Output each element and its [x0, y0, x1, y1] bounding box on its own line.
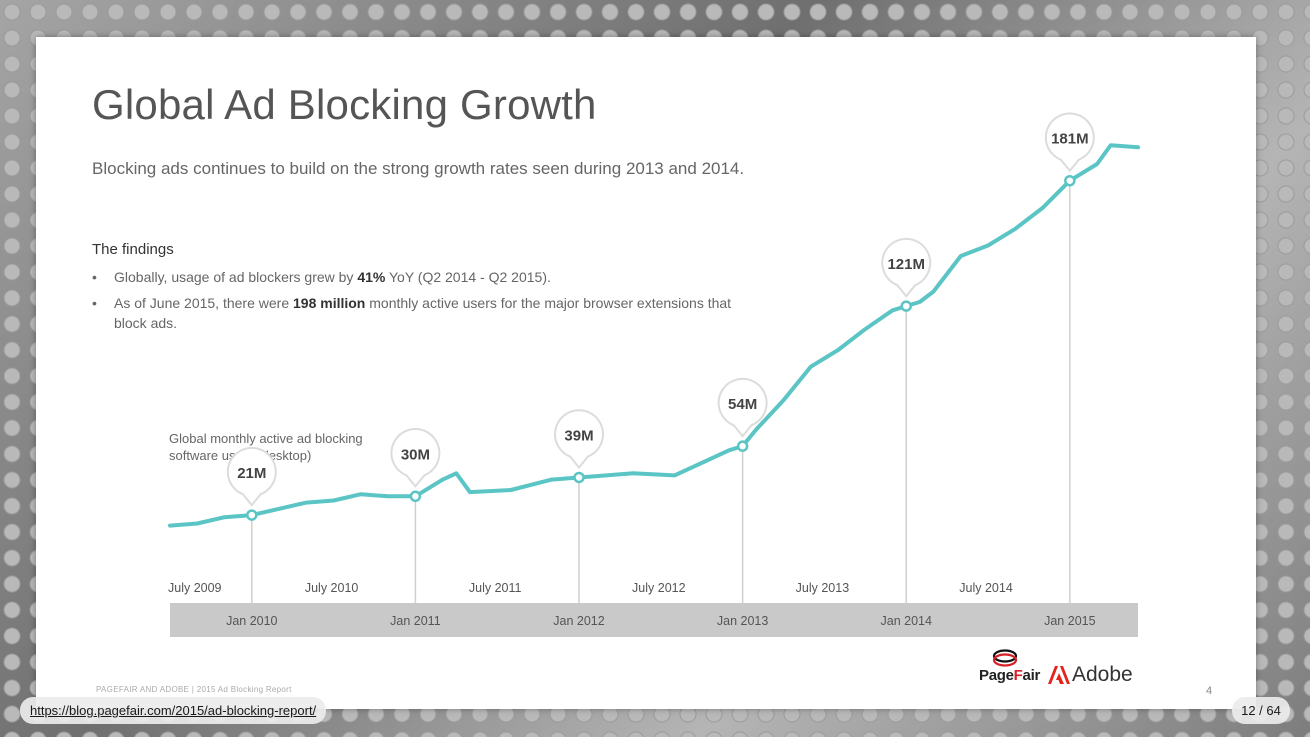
x-tick-label-top: July 2012: [632, 581, 686, 595]
findings-list: Globally, usage of ad blockers grew by 4…: [92, 267, 752, 339]
timeline-band: [170, 603, 1138, 637]
data-point-marker: [900, 300, 912, 312]
slide: Global Ad Blocking Growth Blocking ads c…: [36, 37, 1256, 709]
callout-label: 54M: [728, 396, 757, 413]
x-tick-label-bottom: Jan 2012: [553, 614, 604, 628]
x-tick-label-top: July 2013: [796, 581, 850, 595]
callout-label: 181M: [1051, 131, 1089, 148]
data-point-marker: [736, 440, 749, 452]
callout-bubble: [226, 446, 277, 507]
data-point-marker: [246, 509, 258, 521]
sponsor-logos: PageFair Adobe: [976, 649, 1146, 689]
data-point-marker: [1064, 174, 1076, 187]
pagefair-logo: PageFair: [979, 667, 1040, 684]
growth-chart: 21M 30M 39M 54M 121M 181M July 2009 July 2010 Ju…: [168, 112, 1140, 628]
slide-title: Global Ad Blocking Growth: [92, 81, 597, 128]
x-tick-label-bottom: Jan 2010: [226, 614, 277, 628]
x-tick-label-top: July 2009: [168, 581, 222, 595]
callout-label: 30M: [401, 446, 430, 463]
callout-label: 121M: [887, 256, 925, 273]
x-tick-label-top: July 2010: [305, 581, 359, 595]
x-tick-label-bottom: Jan 2014: [881, 614, 932, 628]
x-tick-label-top: July 2014: [959, 581, 1013, 595]
data-point-marker: [409, 490, 422, 503]
x-tick-label-bottom: Jan 2011: [390, 614, 441, 628]
x-tick-label-bottom: Jan 2013: [717, 614, 768, 628]
report-footer: PAGEFAIR AND ADOBE | 2015 Ad Blocking Re…: [96, 685, 292, 694]
callout-bubble: [717, 377, 768, 438]
finding-item: Globally, usage of ad blockers grew by 4…: [92, 267, 752, 287]
callout-bubble: [554, 409, 605, 470]
callout-bubble: [390, 428, 441, 488]
slide-subtitle: Blocking ads continues to build on the s…: [92, 159, 745, 178]
data-point-marker: [573, 471, 585, 484]
page-number: 4: [1206, 685, 1213, 697]
callout-label: 39M: [564, 427, 593, 444]
findings-heading: The findings: [92, 241, 174, 258]
slide-counter: 12 / 64: [1232, 697, 1290, 724]
x-tick-label-top: July 2011: [469, 581, 522, 595]
adobe-logo: Adobe: [1072, 663, 1133, 686]
series-line: [168, 143, 1140, 528]
callout-label: 21M: [237, 465, 266, 482]
callout-bubble: [1044, 112, 1095, 173]
adobe-logo-icon: [1048, 666, 1070, 684]
finding-item: As of June 2015, there were 198 million …: [92, 293, 752, 333]
source-link[interactable]: https://blog.pagefair.com/2015/ad-blocki…: [20, 697, 327, 724]
callout-bubble: [881, 237, 932, 298]
x-tick-label-bottom: Jan 2015: [1044, 614, 1095, 628]
pagefair-logo-icon: [992, 649, 1018, 667]
